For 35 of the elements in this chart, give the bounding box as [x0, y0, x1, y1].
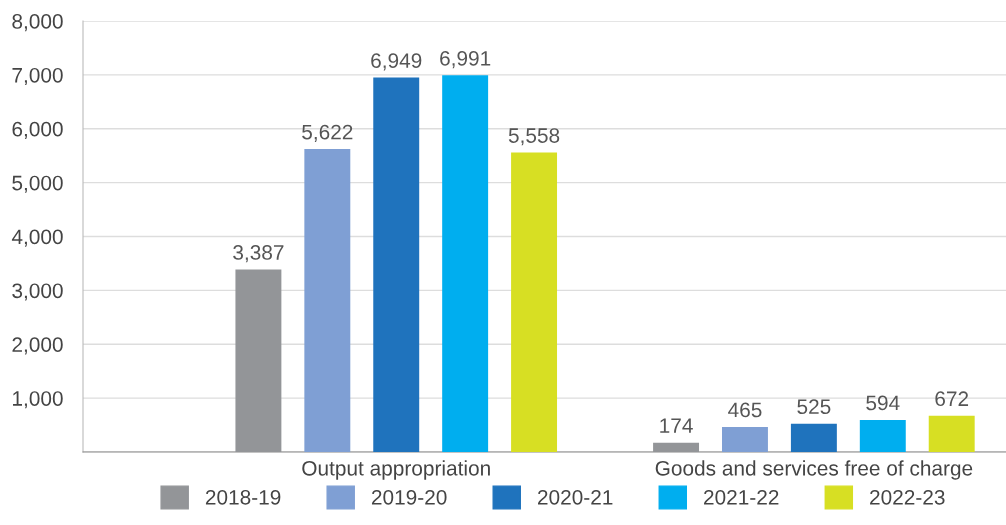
- data-label: 5,558: [508, 128, 560, 146]
- bar: [653, 442, 700, 452]
- y-tick-label: 4,000: [11, 229, 63, 247]
- legend-label: 2021-22: [704, 489, 779, 505]
- data-label: 3,387: [233, 245, 284, 263]
- data-label: 174: [660, 418, 693, 433]
- bar: [373, 77, 420, 452]
- y-tick-label: 8,000: [12, 14, 63, 32]
- data-label: 6,991: [440, 50, 491, 69]
- y-tick-label: 5,000: [12, 175, 63, 193]
- legend-label: 2019-20: [371, 489, 447, 505]
- bar: [442, 75, 489, 452]
- bar: [722, 426, 768, 452]
- bar: [928, 415, 975, 452]
- bar: [511, 152, 558, 452]
- y-tick-label: 7,000: [12, 67, 63, 86]
- y-tick-label: 1,000: [13, 391, 63, 409]
- legend-label: 2020-21: [538, 489, 613, 505]
- data-label: 6,949: [371, 53, 422, 71]
- x-tick-label: Goods and services free of charge: [655, 460, 973, 480]
- legend-label: 2022-23: [870, 489, 945, 505]
- data-label: 465: [728, 402, 762, 418]
- y-tick-label: 6,000: [12, 121, 63, 139]
- y-tick-label: 3,000: [12, 283, 63, 301]
- x-tick-label: Output appropriation: [302, 460, 490, 480]
- data-label: 525: [797, 399, 831, 415]
- data-label: 594: [866, 395, 900, 411]
- bar: [790, 423, 837, 452]
- data-label: 672: [935, 391, 969, 407]
- bar: [235, 269, 282, 452]
- bar: [304, 149, 351, 452]
- bar: [859, 420, 906, 452]
- y-tick-label: 2,000: [12, 337, 63, 355]
- legend-label: 2018-19: [205, 489, 281, 505]
- data-label: 5,622: [302, 124, 353, 142]
